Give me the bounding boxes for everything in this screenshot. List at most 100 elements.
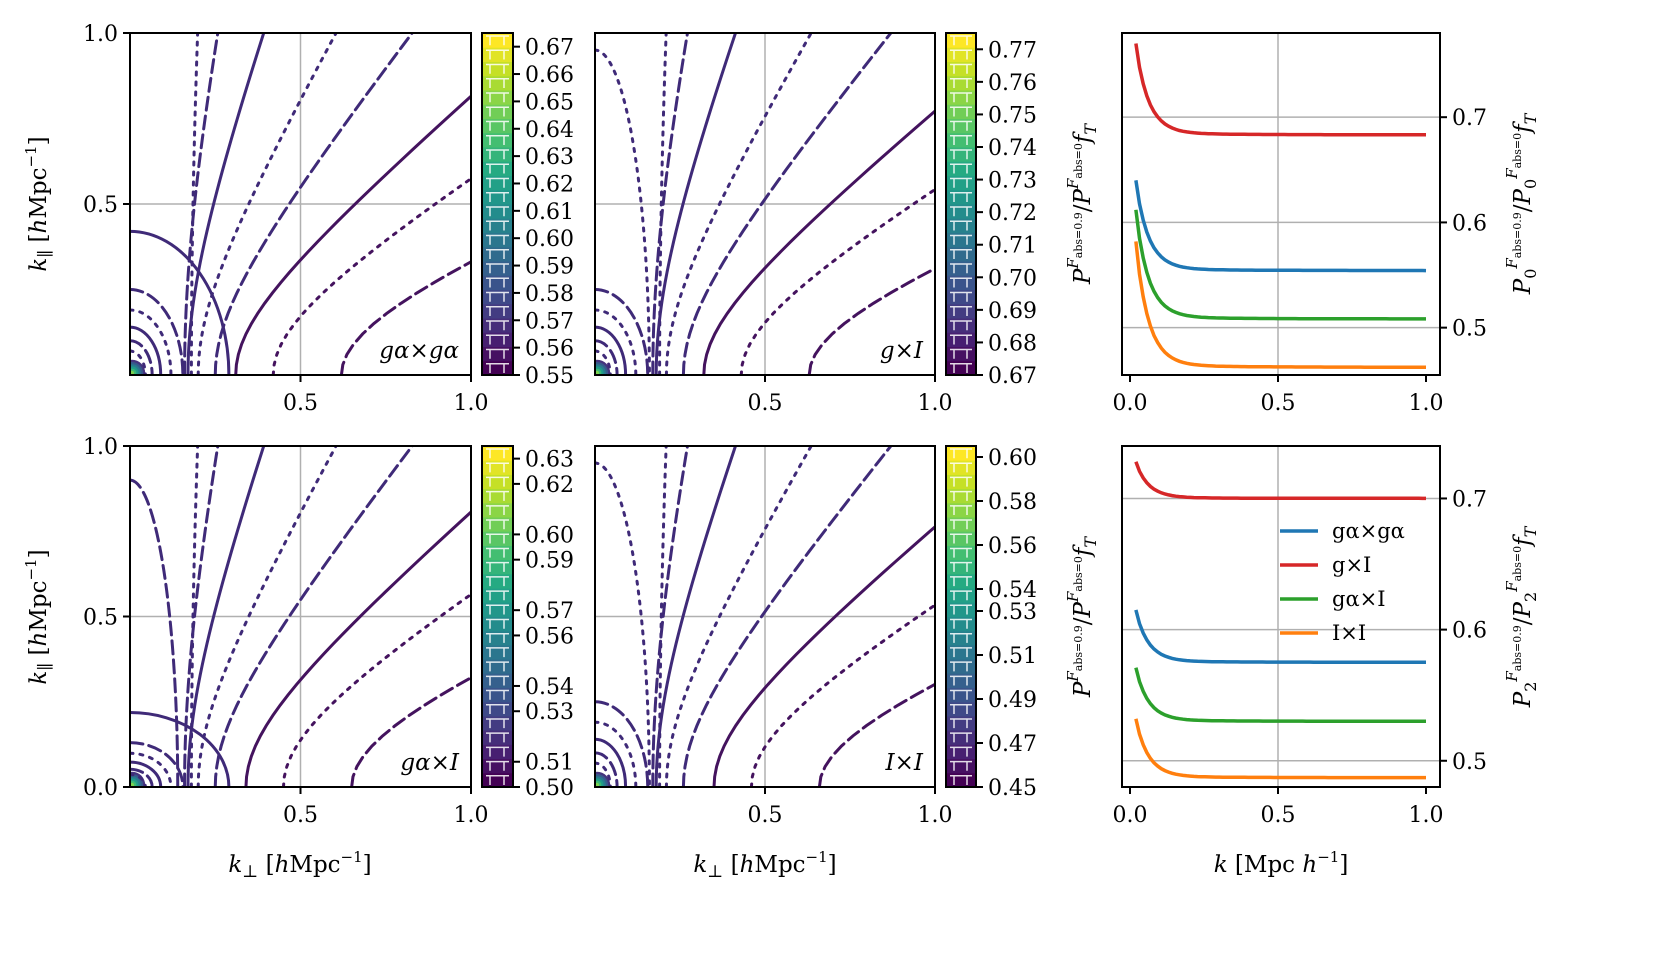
colorbar-band [482,47,513,62]
colorbar-tick-label: 0.51 [525,751,574,776]
x-tick-label: 1.0 [454,391,489,416]
colorbar-band [946,772,976,788]
colorbar-hatch [950,647,972,658]
colorbar-hatch [950,732,972,743]
colorbar-hatch [486,775,509,785]
monopole-label: P0Fabs=0.9/P0Fabs=0fT [1503,112,1540,295]
contour-fan-line [196,33,338,375]
colorbar-top-middle: 0.77 0.76 0.75 0.74 0.73 0.72 0.71 0.70 0.69 0.68… [945,32,1037,389]
legend-entry: I×I [1332,621,1366,645]
colorbar-band [946,517,976,532]
contour-near-origin [130,288,185,375]
colorbar-band [946,573,976,589]
series-line-g_alpha_x_I [1134,209,1426,321]
x-tick-label: 0.0 [1113,391,1148,416]
colorbar-hatch [486,732,509,743]
colorbar-hatch [950,718,972,729]
colorbar-band [946,161,976,176]
colorbar-tick-label: 0.67 [988,364,1037,389]
colorbar-band [482,275,513,290]
contour-near-origin [595,751,619,787]
contour-near-origin [130,325,163,375]
colorbar-hatch [950,760,972,771]
x-tick-label: 0.0 [1113,803,1148,828]
colorbar-band [482,118,513,134]
colorbar-band [946,147,976,162]
legend-entry: gα×I [1332,587,1386,611]
colorbar-band [946,332,976,347]
contour-fan-line [664,33,813,375]
colorbar-band [946,730,976,745]
colorbar-hatch [486,576,509,587]
colorbar-band [946,673,976,689]
colorbar-hatch [486,249,509,259]
contour-panel-top-middle: g×I 0.5 1.0 [594,32,953,416]
origin-colour-spot [595,782,600,787]
contour-fan-line [651,33,689,375]
colorbar-band [482,673,513,689]
contour-outer-arc [130,478,180,787]
panel-annotation: I×I [885,750,924,776]
colorbar-band [482,630,513,646]
colorbar-tick-label: 0.51 [988,644,1037,669]
contour-fan-line [654,33,738,375]
colorbar-band [482,332,513,347]
plot-area [595,33,935,375]
colorbar-hatch [950,704,972,714]
panel-annotation: g×I [880,338,924,364]
colorbar-band [946,118,976,134]
plot-area [130,33,471,375]
colorbar-hatch [950,192,972,202]
colorbar-band [946,132,976,148]
colorbar-hatch [950,746,972,757]
colorbar-band [946,701,976,717]
colorbar-tick-label: 0.56 [525,624,574,649]
colorbar-hatch [950,306,972,316]
contour-near-origin [130,751,173,787]
contour-fan-line [234,94,471,375]
contour-panel-bottom-left: gα×I 0.5 1.0 1.0 0.5 0.0 [83,435,489,828]
colorbar-hatch [486,590,509,601]
colorbar-hatch [486,561,509,572]
colorbar-tick-label: 0.63 [525,448,574,473]
colorbar-hatch [950,220,972,231]
colorbar-hatch [950,135,972,145]
colorbar-hatch [950,618,972,629]
colorbar-hatch [486,206,509,217]
colorbar-band [946,204,976,219]
contour-fan-line [186,446,266,787]
colorbar-band [482,189,513,205]
colorbar-tick-label: 0.55 [525,364,574,389]
contour-near-origin [595,761,612,787]
colorbar-hatch [486,177,509,188]
contour-fan-line [213,33,415,375]
colorbar-tick-label: 0.58 [988,490,1037,515]
colorbar-hatch [486,63,509,74]
colorbar-tick-label: 0.74 [988,136,1037,161]
colorbar-hatch [950,177,972,188]
contour-fan-line [651,446,689,787]
colorbar-hatch [486,234,509,245]
contour-outer-arc [595,48,651,375]
colorbar-hatch [486,647,509,658]
kpar-label-bottom: k∥ [hMpc−1] [22,549,56,684]
contour-near-origin [595,339,619,375]
contour-fan-line [702,109,935,375]
x-tick-label: 1.0 [1409,803,1444,828]
colorbar-hatch [486,490,509,501]
colorbar-tick-label: 0.59 [525,255,574,280]
colorbar-hatch [486,547,509,558]
legend-entry: gα×gα [1332,519,1405,543]
colorbar-band [482,61,513,77]
x-tick-label: 1.0 [454,803,489,828]
colorbar-hatch [486,476,509,487]
x-tick-label: 1.0 [1409,391,1444,416]
colorbar-band [482,744,513,760]
colorbar-band [946,531,976,546]
x-tick-label: 1.0 [918,391,953,416]
colorbar-band [946,232,976,248]
colorbar-band [946,75,976,91]
colorbar-tick-label: 0.67 [525,36,574,61]
contour-fan-line [271,176,471,375]
colorbar-hatch [486,689,509,700]
